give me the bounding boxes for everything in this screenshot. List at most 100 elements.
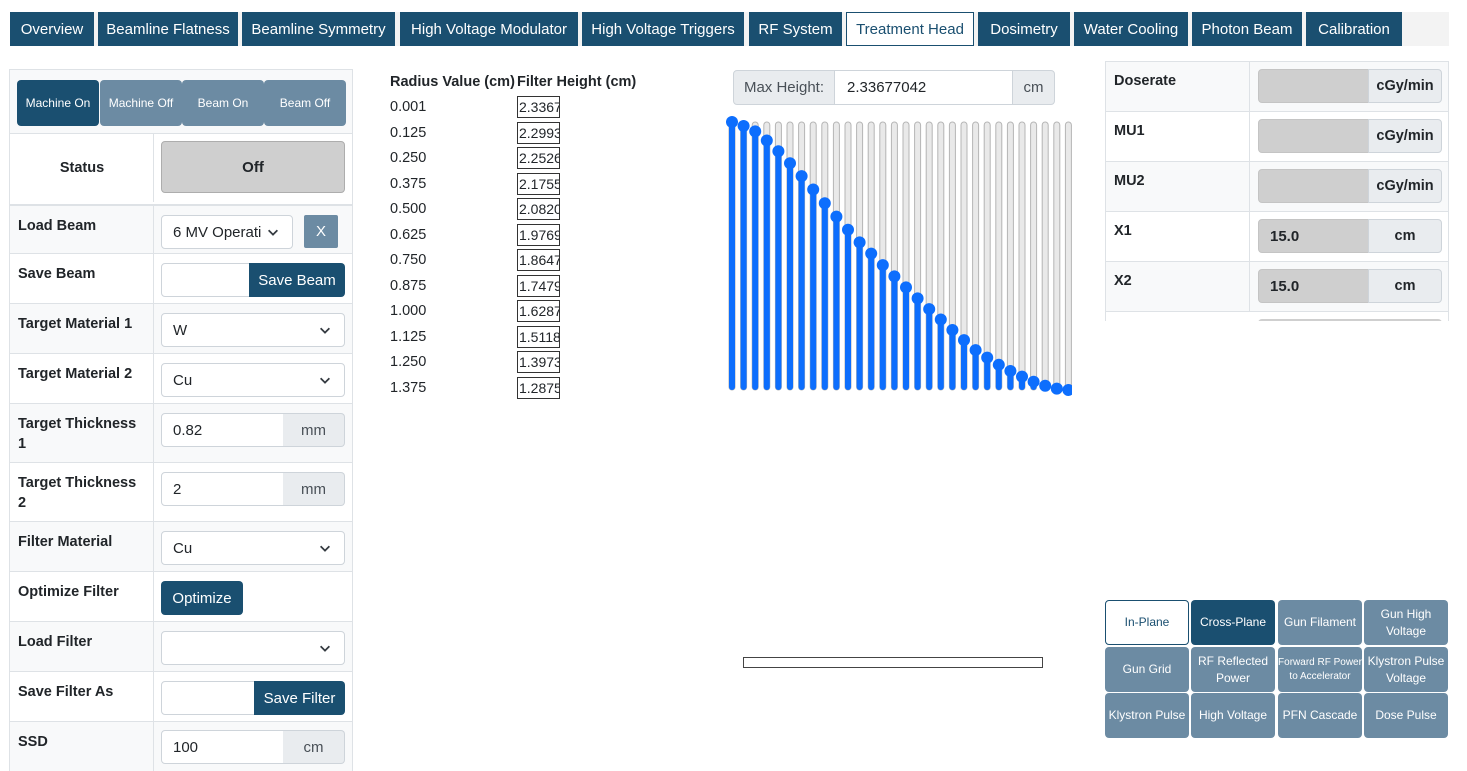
beam-on-button[interactable]: Beam On [182,80,264,126]
slider-thumb[interactable] [876,259,889,272]
plot-button-klystron-pulse[interactable]: Klystron Pulse [1105,693,1189,738]
ssd-input[interactable]: 100 [161,730,284,764]
plot-button-in-plane[interactable]: In-Plane [1105,600,1189,645]
slider-thumb[interactable] [1050,382,1063,395]
filter-height-slider[interactable] [818,121,831,391]
save-beam-button[interactable]: Save Beam [249,263,345,297]
filter-height-input[interactable]: 1.5118 [517,325,560,348]
slider-thumb[interactable] [900,281,912,294]
filter-height-slider[interactable] [981,121,994,391]
slider-thumb[interactable] [1062,384,1072,396]
filter-height-slider[interactable] [958,121,970,391]
filter-height-slider[interactable] [830,121,843,391]
filter-height-slider[interactable] [934,121,947,391]
filter-height-slider[interactable] [865,121,878,391]
filter-height-input[interactable]: 1.6287 [517,300,560,322]
filter-height-input[interactable]: 2.1755 [517,172,560,195]
load-beam-select[interactable]: 6 MV Operati [161,215,293,249]
filter-height-slider[interactable] [1016,121,1028,391]
filter-height-slider[interactable] [772,121,785,391]
slider-thumb[interactable] [842,223,854,236]
plot-button-forward-rf-power-to-accelerator[interactable]: Forward RF Power to Accelerator [1278,647,1362,692]
save-filter-name-input[interactable] [161,681,255,715]
plot-button-dose-pulse[interactable]: Dose Pulse [1364,693,1448,738]
save-beam-name-input[interactable] [161,263,250,297]
filter-height-input[interactable]: 1.2875 [517,376,560,399]
target-material-2-select[interactable]: Cu [161,363,345,397]
slider-thumb[interactable] [853,236,866,249]
slider-thumb[interactable] [981,351,994,364]
filter-height-input[interactable]: 1.3973 [517,351,560,373]
slider-thumb[interactable] [1027,375,1040,388]
slider-thumb[interactable] [1004,364,1017,377]
filter-height-input[interactable]: 2.2993 [517,121,560,144]
filter-height-input[interactable]: 1.7479 [517,274,560,297]
filter-height-slider[interactable] [1050,121,1063,395]
filter-height-slider[interactable] [749,121,762,391]
slider-thumb[interactable] [1016,370,1028,383]
tab-high-voltage-modulator[interactable]: High Voltage Modulator [400,12,578,46]
slider-thumb[interactable] [992,358,1005,371]
slider-thumb[interactable] [923,303,936,316]
plot-button-klystron-pulse-voltage[interactable]: Klystron Pulse Voltage [1364,647,1448,692]
tab-beamline-symmetry[interactable]: Beamline Symmetry [242,12,395,46]
tab-overview[interactable]: Overview [10,12,94,46]
filter-height-slider[interactable] [726,116,738,391]
tab-photon-beam[interactable]: Photon Beam [1192,12,1302,46]
filter-height-slider[interactable] [807,121,820,391]
plot-button-gun-high-voltage[interactable]: Gun High Voltage [1364,600,1448,645]
beam-off-button[interactable]: Beam Off [264,80,346,126]
slider-thumb[interactable] [818,197,831,210]
target-material-1-select[interactable]: W [161,313,345,347]
slider-thumb[interactable] [749,125,762,138]
filter-height-input[interactable]: 1.8647 [517,249,560,271]
filter-height-input[interactable]: 2.2526 [517,147,560,169]
tab-high-voltage-triggers[interactable]: High Voltage Triggers [582,12,744,46]
filter-material-select[interactable]: Cu [161,531,345,565]
plot-button-gun-filament[interactable]: Gun Filament [1278,600,1362,645]
filter-height-slider[interactable] [923,121,936,391]
filter-height-slider[interactable] [946,121,959,391]
filter-height-slider[interactable] [876,121,889,391]
filter-height-slider[interactable] [1004,121,1017,391]
slider-thumb[interactable] [726,116,738,128]
filter-height-slider[interactable] [888,121,901,391]
save-filter-button[interactable]: Save Filter [254,681,345,715]
tab-calibration[interactable]: Calibration [1306,12,1402,46]
plot-button-pfn-cascade[interactable]: PFN Cascade [1278,693,1362,738]
slider-thumb[interactable] [1039,379,1052,392]
filter-height-input[interactable]: 2.3367 [517,96,560,118]
slider-thumb[interactable] [784,157,796,170]
slider-thumb[interactable] [760,134,773,147]
tab-water-cooling[interactable]: Water Cooling [1074,12,1188,46]
slider-thumb[interactable] [969,344,982,357]
filter-height-slider[interactable] [1039,121,1052,392]
load-filter-select[interactable] [161,631,345,665]
filter-height-slider[interactable] [911,121,924,391]
plot-button-high-voltage[interactable]: High Voltage [1191,693,1275,738]
filter-height-slider[interactable] [795,121,808,391]
slider-thumb[interactable] [830,210,843,223]
filter-height-slider[interactable] [737,120,750,391]
slider-thumb[interactable] [795,170,808,183]
clear-beam-button[interactable]: X [304,215,338,248]
filter-height-slider[interactable] [992,121,1005,391]
slider-thumb[interactable] [934,313,947,326]
slider-thumb[interactable] [772,145,785,158]
slider-thumb[interactable] [888,270,901,283]
machine-off-button[interactable]: Machine Off [100,80,182,126]
max-height-input[interactable]: 2.33677042 [834,70,1013,105]
filter-height-slider[interactable] [784,121,796,391]
optimize-button[interactable]: Optimize [161,581,243,615]
filter-height-input[interactable]: 1.9769 [517,223,560,246]
tab-rf-system[interactable]: RF System [749,12,842,46]
slider-thumb[interactable] [958,334,970,347]
filter-height-input[interactable]: 2.0820 [517,198,560,220]
filter-height-slider[interactable] [1062,121,1072,396]
filter-height-slider[interactable] [842,121,854,391]
slider-thumb[interactable] [946,323,959,336]
plot-button-cross-plane[interactable]: Cross-Plane [1191,600,1275,645]
tab-dosimetry[interactable]: Dosimetry [978,12,1070,46]
filter-height-slider[interactable] [969,121,982,391]
slider-thumb[interactable] [911,292,924,305]
